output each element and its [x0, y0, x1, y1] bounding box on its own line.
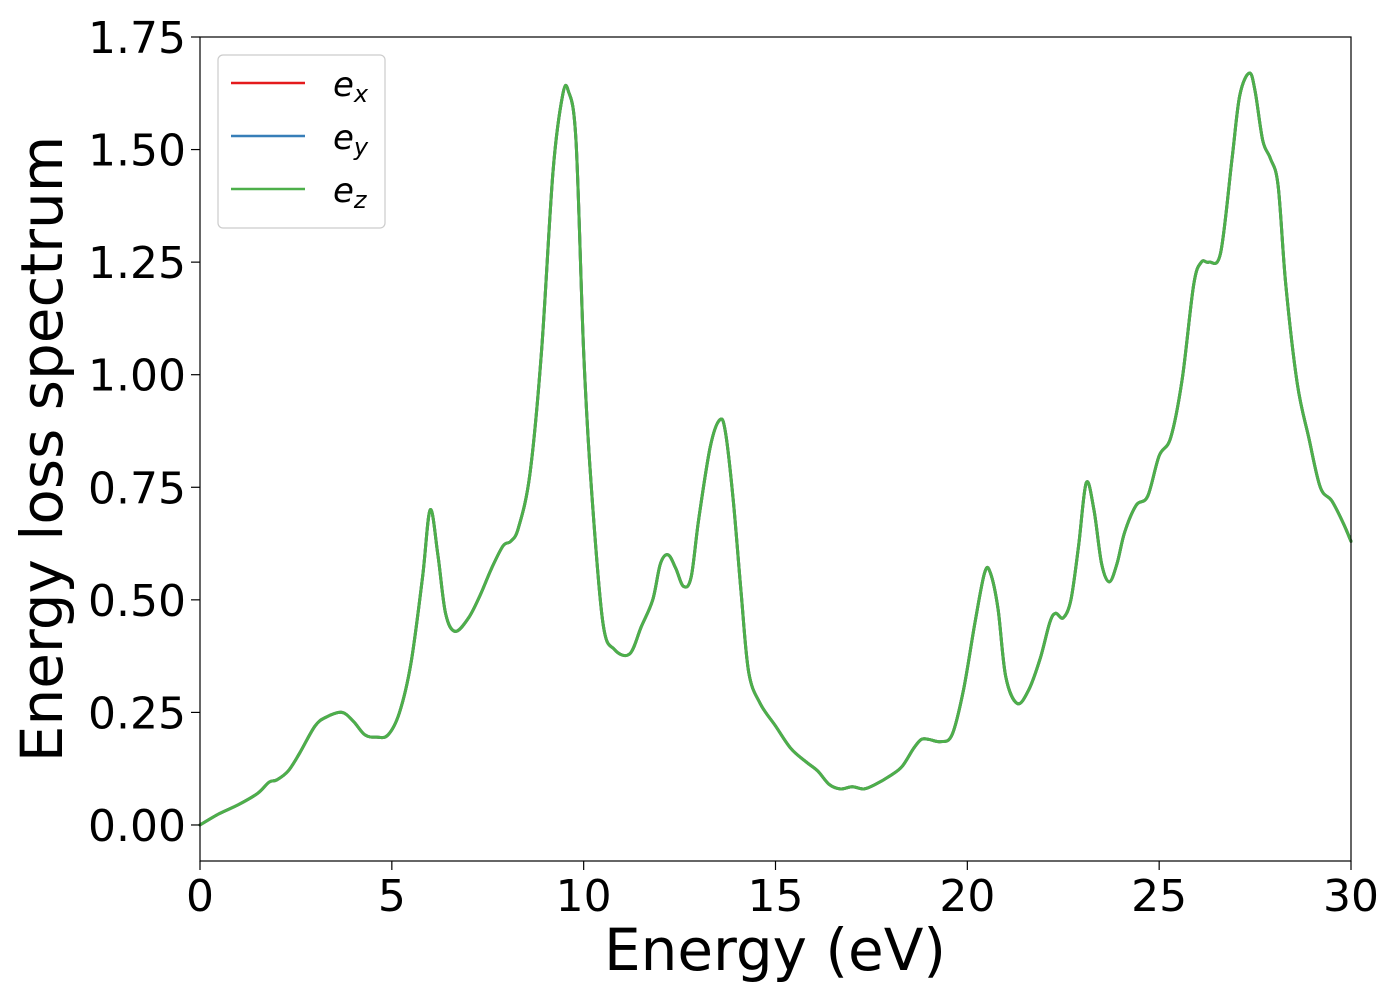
x-axis-title: Energy (eV) [604, 916, 946, 984]
y-tick-label: 1.25 [88, 238, 186, 289]
y-tick-label: 1.00 [88, 351, 186, 402]
series-line-ez [198, 71, 1353, 827]
y-tick-label: 1.50 [88, 126, 186, 177]
y-tick-label: 0.00 [88, 801, 186, 852]
x-tick-label: 10 [556, 871, 612, 922]
x-tick-label: 25 [1131, 871, 1187, 922]
x-axis-ticks: 0 5 10 15 20 25 30 [186, 861, 1379, 922]
x-tick-label: 5 [378, 871, 406, 922]
y-tick-label: 0.50 [88, 576, 186, 627]
y-axis-title: Energy loss spectrum [8, 136, 76, 762]
y-tick-label: 1.75 [88, 13, 186, 64]
x-tick-label: 20 [939, 871, 995, 922]
y-tick-label: 0.75 [88, 463, 186, 514]
y-axis-ticks: 0.00 0.25 0.50 0.75 1.00 1.25 1.50 1.75 [88, 13, 200, 852]
series-layer [198, 71, 1353, 827]
legend-label-ey: ey [333, 118, 369, 161]
legend: ex ey ez [217, 54, 386, 229]
x-tick-label: 0 [186, 871, 214, 922]
x-tick-label: 15 [748, 871, 804, 922]
legend-box [217, 54, 386, 229]
x-tick-label: 30 [1323, 871, 1379, 922]
y-tick-label: 0.25 [88, 688, 186, 739]
